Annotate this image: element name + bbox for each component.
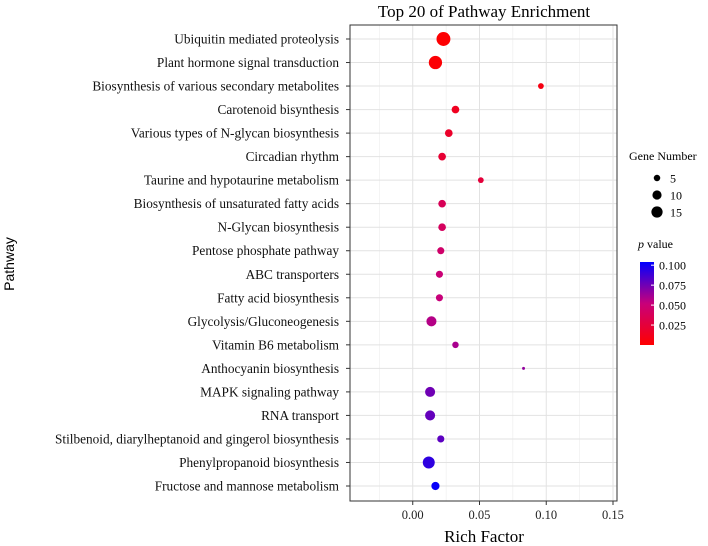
y-tick-label: Fructose and mannose metabolism <box>155 479 340 494</box>
color-bar <box>640 262 654 345</box>
data-point <box>438 223 446 232</box>
x-axis: 0.00 0.05 0.10 0.15 <box>402 501 624 522</box>
y-tick-label: Circadian rhythm <box>246 149 340 164</box>
data-point <box>522 366 525 370</box>
size-legend-label: 15 <box>670 206 682 220</box>
grid <box>350 25 617 501</box>
y-tick-label: RNA transport <box>261 408 339 423</box>
data-point <box>428 55 443 70</box>
points <box>422 32 544 491</box>
data-point <box>444 129 453 137</box>
y-tick-label: Biosynthesis of various secondary metabo… <box>92 79 339 94</box>
data-point <box>538 83 544 89</box>
y-tick-label: MAPK signaling pathway <box>200 384 339 399</box>
y-tick-label: ABC transporters <box>246 267 339 282</box>
y-axis-title: Pathway <box>1 237 17 291</box>
x-tick-label: 0.05 <box>469 508 491 522</box>
size-legend-key <box>651 206 663 218</box>
chart-title: Top 20 of Pathway Enrichment <box>378 2 590 21</box>
data-point <box>436 32 451 46</box>
data-point <box>431 481 440 491</box>
data-point <box>425 386 436 397</box>
y-tick-label: Carotenoid bisynthesis <box>217 102 339 117</box>
color-legend-title: p value <box>637 237 673 251</box>
data-point <box>435 270 443 278</box>
y-tick-label: Ubiquitin mediated proteolysis <box>174 32 339 47</box>
data-point <box>477 177 484 184</box>
y-tick-label: N-Glycan biosynthesis <box>217 220 339 235</box>
y-tick-label: Biosynthesis of unsaturated fatty acids <box>134 196 339 211</box>
y-tick-label: Pentose phosphate pathway <box>192 243 339 258</box>
y-tick-label: Plant hormone signal transduction <box>157 55 339 70</box>
color-legend: p value 0.100 0.075 0.050 0.025 <box>637 237 686 345</box>
plot-panel-border <box>349 24 618 502</box>
data-point <box>452 341 459 349</box>
size-legend-title: Gene Number <box>629 149 697 163</box>
size-legend-key <box>652 190 662 200</box>
y-axis: Ubiquitin mediated proteolysis Plant horm… <box>55 32 350 494</box>
color-legend-label: 0.025 <box>659 319 686 333</box>
data-point <box>451 105 460 114</box>
size-legend-label: 5 <box>670 172 676 186</box>
data-point <box>422 456 435 469</box>
color-legend-label: 0.050 <box>659 299 686 313</box>
color-legend-label: 0.075 <box>659 279 686 293</box>
y-tick-label: Phenylpropanoid biosynthesis <box>179 455 339 470</box>
size-legend-label: 10 <box>670 189 682 203</box>
y-tick-label: Glycolysis/Gluconeogenesis <box>188 314 339 329</box>
color-legend-label: 0.100 <box>659 259 686 273</box>
x-tick-label: 0.00 <box>402 508 424 522</box>
data-point <box>435 294 443 302</box>
y-tick-label: Anthocyanin biosynthesis <box>201 361 339 376</box>
data-point <box>438 152 446 161</box>
x-axis-title: Rich Factor <box>444 527 524 546</box>
x-tick-label: 0.10 <box>535 508 557 522</box>
x-tick-label: 0.15 <box>602 508 624 522</box>
data-point <box>437 435 445 443</box>
y-tick-label: Various types of N-glycan biosynthesis <box>131 126 339 141</box>
y-tick-label: Taurine and hypotaurine metabolism <box>144 173 340 188</box>
data-point <box>426 316 437 327</box>
data-point <box>437 247 445 255</box>
data-point <box>438 199 446 208</box>
size-legend: Gene Number 5 10 15 <box>629 149 697 220</box>
y-tick-label: Vitamin B6 metabolism <box>212 337 340 352</box>
data-point <box>425 410 436 421</box>
size-legend-key <box>653 174 661 182</box>
y-tick-label: Stilbenoid, diarylheptanoid and gingerol… <box>55 431 339 446</box>
y-tick-label: Fatty acid biosynthesis <box>217 290 339 305</box>
